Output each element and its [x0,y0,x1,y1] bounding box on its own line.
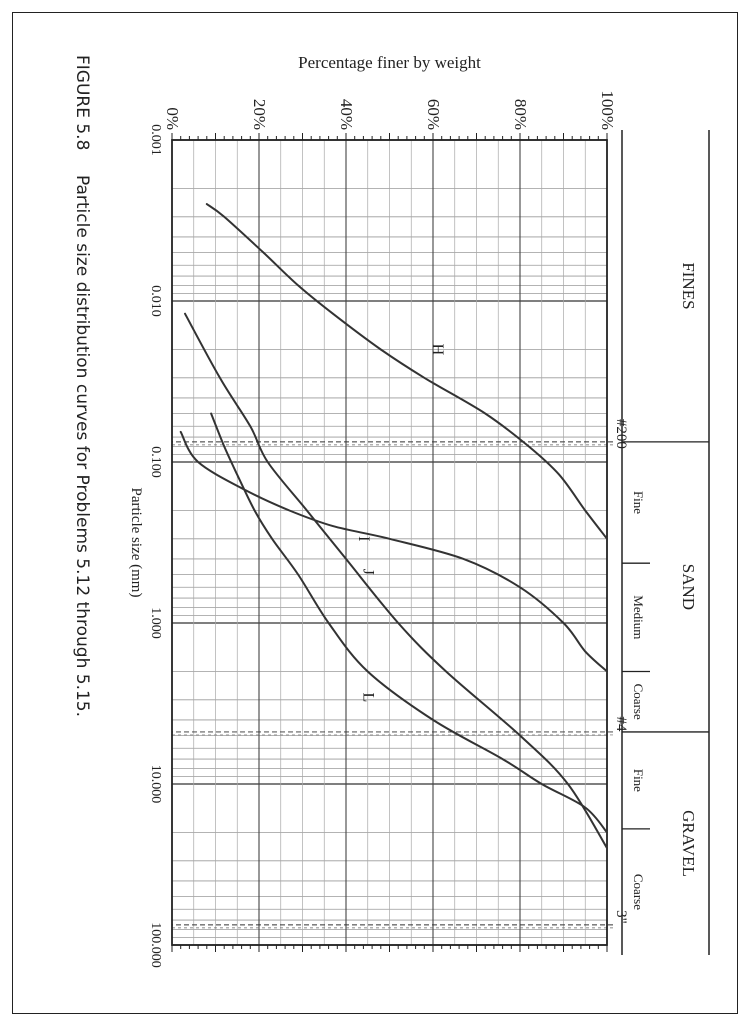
sieve-label: #200 [613,419,629,449]
y-tick-label: 100% [598,90,617,130]
y-tick-label: 80% [511,99,530,130]
figure-caption-label: FIGURE 5.8 [72,55,92,150]
text-labels: 0.001 0.010 0.100 1.000 10.000 100.000 0% 20% 40… [72,53,629,968]
soil-classification-bar: FINES SAND GRAVEL Fine Medium Coarse Fine Coars… [621,130,710,955]
figure-caption-text: Particle size distribution curves for Pr… [72,175,92,717]
class-label-fines: FINES [679,262,698,309]
class-label-sand: SAND [679,564,698,610]
y-tick-label: 20% [250,99,269,130]
x-tick-label: 100.000 [148,922,163,968]
x-tick-label: 0.010 [148,285,163,317]
class-sublabel-gravel: Coarse [631,874,646,910]
x-tick-label: 1.000 [148,607,163,639]
grid-lines [172,139,607,946]
class-sublabel-sand: Fine [631,491,646,514]
x-tick-label: 0.100 [148,446,163,478]
class-sublabel-gravel: Fine [631,769,646,792]
series-layer [179,203,608,850]
y-axis-label: Percentage finer by weight [298,53,481,72]
rotated-chart-group: 0.001 0.010 0.100 1.000 10.000 100.000 0% 20% 40… [72,53,710,968]
x-tick-label: 0.001 [148,124,163,156]
series-curve-J [184,312,608,850]
series-label-J: J [359,569,376,575]
y-tick-label: 0% [163,107,182,130]
axis-ticks [171,133,608,952]
y-tick-label: 40% [337,99,356,130]
figure-frame [12,12,738,1014]
x-axis-label: Particle size (mm) [128,488,144,598]
series-label-L: L [359,693,376,703]
series-label-I: I [355,536,372,541]
class-sublabel-sand: Coarse [631,684,646,720]
series-curve-I [179,430,608,673]
series-curve-H [205,203,608,540]
series-label-H: H [429,344,446,356]
series-curve-L [210,412,608,834]
sieve-lines [172,441,613,929]
class-label-gravel: GRAVEL [679,810,698,877]
x-tick-label: 10.000 [148,765,163,804]
sieve-label: #4 [613,716,629,732]
y-tick-label: 60% [424,99,443,130]
sieve-label: 3" [613,910,629,924]
class-sublabel-sand: Medium [631,595,646,639]
